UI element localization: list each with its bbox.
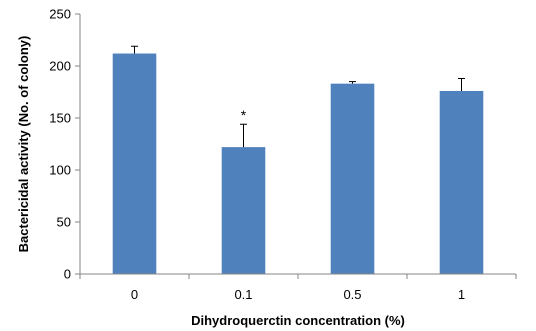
bars-layer [112, 53, 484, 275]
bar-0.1 [221, 147, 266, 274]
bar-1 [439, 90, 484, 275]
x-axis-title: Dihydroquerctin concentration (%) [191, 313, 405, 328]
y-axis-title: Bactericidal activity (No. of colony) [16, 36, 31, 253]
error-bars-layer [131, 45, 465, 148]
x-tick-label: 1 [458, 287, 465, 302]
y-tick-label: 100 [49, 163, 71, 178]
y-tick-label: 150 [49, 111, 71, 126]
significance-marker: * [241, 107, 247, 123]
x-ticks-layer: 0 0.1 0.5 1 [79, 274, 517, 302]
bar-0 [112, 53, 157, 274]
y-tick-label: 200 [49, 59, 71, 74]
y-ticks-layer: 0 50 100 150 200 250 [49, 7, 80, 282]
y-tick-label: 50 [57, 215, 71, 230]
y-tick-label: 0 [64, 267, 71, 282]
y-tick-label: 250 [49, 7, 71, 22]
x-tick-label: 0 [131, 287, 138, 302]
annotations-layer: * [241, 107, 247, 123]
x-tick-label: 0.1 [234, 287, 252, 302]
bar-0.5 [330, 83, 375, 275]
x-tick-label: 0.5 [343, 287, 361, 302]
